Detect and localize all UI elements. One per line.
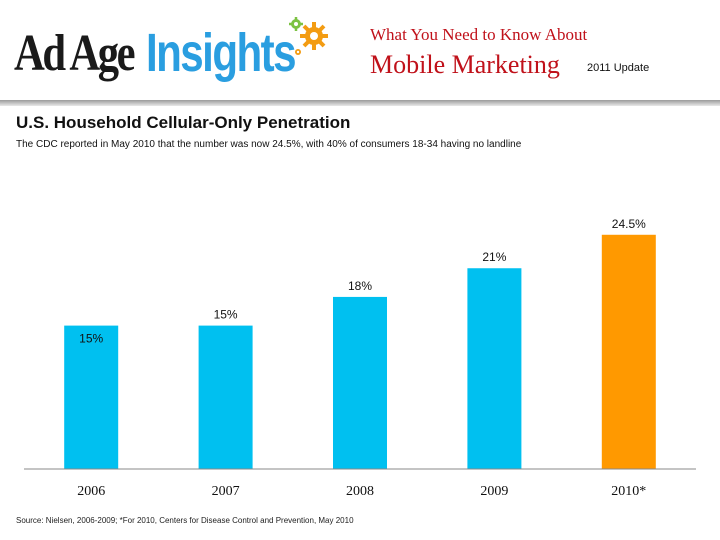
x-tick-label: 2006 [77, 484, 105, 499]
slide-title: U.S. Household Cellular-Only Penetration [16, 113, 351, 132]
x-tick-label: 2007 [212, 484, 240, 499]
bar-2006 [64, 325, 119, 469]
data-label-2009: 21% [482, 250, 506, 264]
gears-icon [289, 17, 328, 55]
source-note: Source: Nielsen, 2006-2009; *For 2010, C… [16, 516, 354, 525]
bar-2008 [333, 296, 387, 469]
data-label-2008: 18% [348, 279, 372, 293]
logo-insights-text: Insights [146, 23, 297, 83]
bar-chart: 15% 2006 15% 2007 18% 2008 21% 2009 24.5% 2010* [24, 217, 696, 499]
ad-age-insights-logo: Ad Age Insights [14, 14, 334, 84]
bar-2010* [601, 234, 656, 469]
header: Ad Age Insights [0, 0, 720, 98]
x-tick-label: 2009 [480, 484, 508, 499]
header-update: 2011 Update [587, 62, 650, 74]
x-tick-label: 2010* [611, 484, 646, 499]
header-divider [0, 100, 720, 106]
bar-2007 [198, 325, 253, 469]
slide-subtitle: The CDC reported in May 2010 that the nu… [16, 139, 522, 150]
bar-2009 [467, 268, 522, 469]
header-line-2: Mobile Marketing [370, 50, 560, 79]
data-label-2007: 15% [214, 308, 238, 322]
data-label-2006: 15% [79, 332, 103, 346]
x-tick-label: 2008 [346, 484, 374, 499]
data-label-2010*: 24.5% [612, 217, 646, 231]
header-line-1: What You Need to Know About [370, 25, 588, 44]
logo-ad-age-text: Ad Age [14, 25, 136, 82]
